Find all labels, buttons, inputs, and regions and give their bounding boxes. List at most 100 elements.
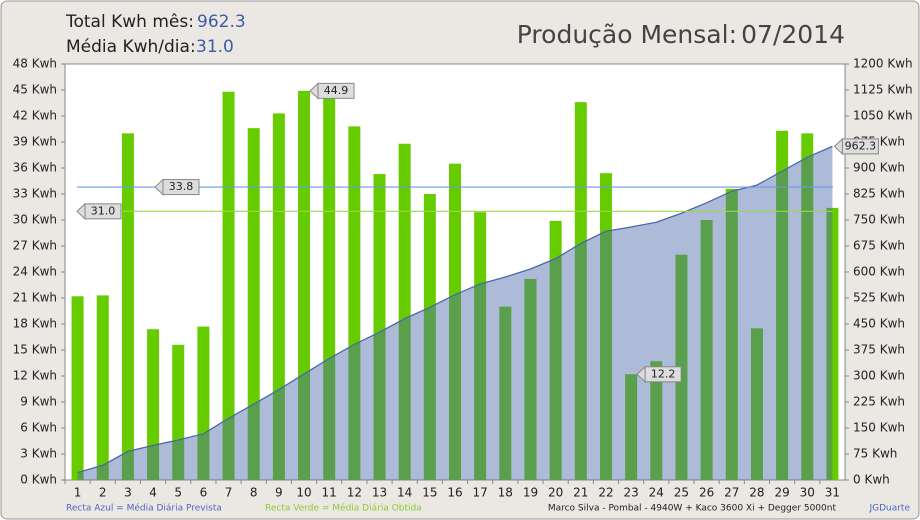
bar [247,128,260,480]
x-tick-label: 15 [422,486,437,500]
y2-tick-label: 825 Kwh [853,187,905,201]
x-tick-label: 11 [322,486,337,500]
bar [172,344,185,480]
x-tick-label: 3 [124,486,132,500]
y-tick-label: 6 Kwh [20,421,57,435]
bar [549,220,562,480]
y2-tick-label: 150 Kwh [853,421,905,435]
y-tick-label: 0 Kwh [20,473,57,487]
y-tick-label: 36 Kwh [13,161,57,175]
x-tick-label: 18 [498,486,513,500]
y-tick-label: 24 Kwh [13,265,57,279]
bar [625,374,638,480]
x-tick-label: 20 [548,486,563,500]
x-tick-label: 28 [749,486,764,500]
y-tick-label: 15 Kwh [13,343,57,357]
x-tick-label: 22 [598,486,613,500]
data-label: 44.9 [324,84,349,97]
avg-value: 31.0 [196,37,234,57]
area [77,146,833,481]
x-tick-label: 6 [200,486,208,500]
callout-box [644,366,682,383]
bar [423,194,436,480]
data-label: 31.0 [91,204,116,217]
period: 07/2014 [741,20,845,49]
y2-tick-label: 0 Kwh [853,473,890,487]
y-tick-label: 27 Kwh [13,239,57,253]
bar [373,174,386,481]
bar [499,306,512,480]
x-tick-label: 27 [724,486,739,500]
bar [222,91,235,480]
x-tick-label: 13 [372,486,387,500]
y2-tick-label: 75 Kwh [853,447,897,461]
y2-tick-label: 1200 Kwh [853,57,913,71]
y-tick-label: 30 Kwh [13,213,57,227]
y-tick-label: 42 Kwh [13,109,57,123]
bar [776,130,789,480]
bar [826,207,839,480]
bar [323,95,336,480]
x-tick-label: 19 [523,486,538,500]
y2-tick-label: 675 Kwh [853,239,905,253]
y-tick-label: 39 Kwh [13,135,57,149]
x-tick-label: 8 [250,486,258,500]
bar [650,361,663,480]
y2-tick-label: 1050 Kwh [853,109,913,123]
area-line [77,145,833,474]
data-label: 33.8 [169,180,194,193]
credits: Marco Silva - Pombal - 4940W + Kaco 3600… [548,504,837,514]
bar [725,188,738,481]
x-tick-label: 4 [149,486,157,500]
x-tick-label: 2 [99,486,107,500]
bar [474,212,487,480]
author: JGDuarte [868,504,910,514]
y2-tick-label: 450 Kwh [853,317,905,331]
bar [750,328,763,480]
bar [801,133,814,481]
bar [121,133,134,481]
x-tick-label: 5 [174,486,182,500]
y-tick-label: 33 Kwh [13,187,57,201]
y2-tick-label: 225 Kwh [853,395,905,409]
data-label: 12.2 [651,367,676,380]
x-tick-label: 21 [573,486,588,500]
y2-tick-label: 750 Kwh [853,213,905,227]
x-tick-label: 1 [74,486,82,500]
bar [96,295,109,480]
y-tick-label: 12 Kwh [13,369,57,383]
bar [348,126,361,481]
x-tick-label: 14 [397,486,412,500]
chart-title: Produção Mensal: [517,20,737,49]
bar [71,296,84,480]
y2-tick-label: 600 Kwh [853,265,905,279]
y2-tick-label: 300 Kwh [853,369,905,383]
callout-box [84,203,122,220]
y2-tick-label: 525 Kwh [853,291,905,305]
y-tick-label: 48 Kwh [13,57,57,71]
bar [574,102,587,480]
callout-box [841,138,879,155]
x-tick-label: 10 [296,486,311,500]
x-tick-label: 31 [825,486,840,500]
y2-tick-label: 375 Kwh [853,343,905,357]
callout-box [162,179,200,196]
y-tick-label: 9 Kwh [20,395,57,409]
total-label: Total Kwh mês: [65,12,194,32]
total-value: 962.3 [197,12,246,32]
bar [449,163,461,480]
legend-blue: Recta Azul = Média Diária Prevista [66,503,222,514]
y-tick-label: 21 Kwh [13,291,57,305]
x-tick-label: 9 [275,486,283,500]
x-tick-label: 23 [623,486,638,500]
x-tick-label: 30 [800,486,815,500]
data-label: 962.3 [845,139,877,152]
bar [524,278,537,480]
x-tick-label: 25 [674,486,689,500]
legend-green: Recta Verde = Média Diária Obtida [265,503,422,514]
bar [398,143,411,480]
x-tick-label: 12 [347,486,362,500]
x-tick-label: 7 [225,486,233,500]
x-tick-label: 26 [699,486,714,500]
